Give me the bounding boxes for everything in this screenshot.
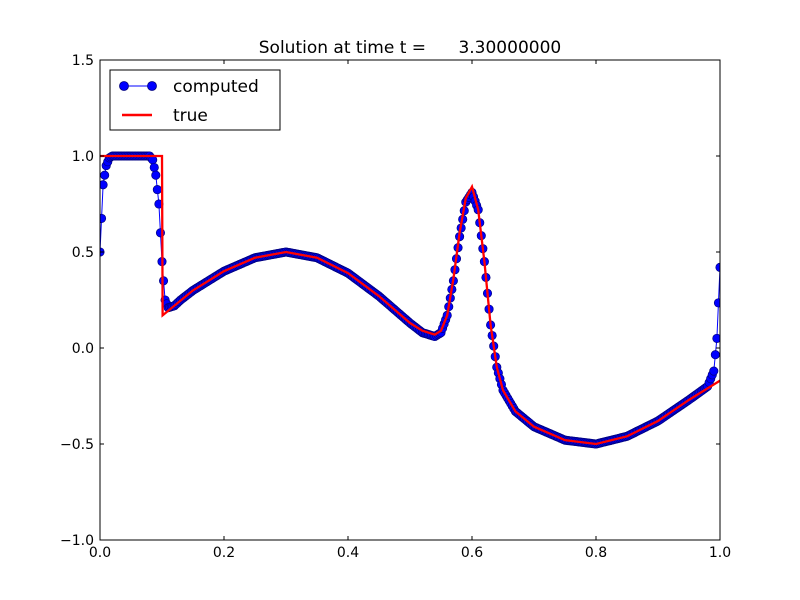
series-line-true [100, 154, 720, 446]
y-tick-label: 0.5 [72, 245, 94, 261]
data-point-computed [100, 180, 108, 190]
data-point-computed [151, 170, 161, 180]
chart-title: Solution at time t = 3.30000000 [259, 38, 561, 58]
data-point-computed [713, 298, 720, 308]
legend-computed-marker [147, 81, 157, 91]
legend-computed-marker [119, 81, 129, 91]
data-point-computed [152, 185, 162, 195]
x-axis: 0.0 0.2 0.4 0.6 0.8 1.0 [89, 60, 731, 561]
y-tick-label: 0.0 [72, 341, 94, 357]
data-point-computed [712, 333, 720, 343]
x-tick-label: 0.0 [89, 545, 111, 561]
data-point-computed [149, 162, 159, 173]
y-tick-label: 1.0 [72, 149, 94, 165]
x-tick-label: 0.6 [461, 545, 483, 561]
y-tick-label: −1.0 [60, 533, 94, 549]
plot-area: 0.0 0.2 0.4 0.6 0.8 1.0 −1.0 −0.5 0.0 0.5 1.0 1.5 [60, 53, 731, 561]
data-point-computed [710, 350, 720, 360]
legend-computed-label: computed [173, 77, 259, 97]
x-tick-label: 0.4 [337, 545, 359, 561]
y-tick-label: −0.5 [60, 437, 94, 453]
axes-frame [99, 59, 721, 541]
legend: computed true [109, 69, 281, 131]
y-axis: −1.0 −0.5 0.0 0.5 1.0 1.5 [60, 53, 720, 549]
legend-box [109, 69, 281, 131]
legend-true-label: true [173, 106, 208, 126]
series-layer [100, 151, 720, 449]
y-tick-label: 1.5 [72, 53, 94, 69]
x-tick-label: 0.8 [585, 545, 607, 561]
data-point-computed [709, 366, 719, 376]
data-point-computed [100, 213, 107, 223]
x-tick-label: 1.0 [709, 545, 731, 561]
data-point-computed [100, 170, 110, 180]
x-tick-label: 0.2 [213, 545, 235, 561]
